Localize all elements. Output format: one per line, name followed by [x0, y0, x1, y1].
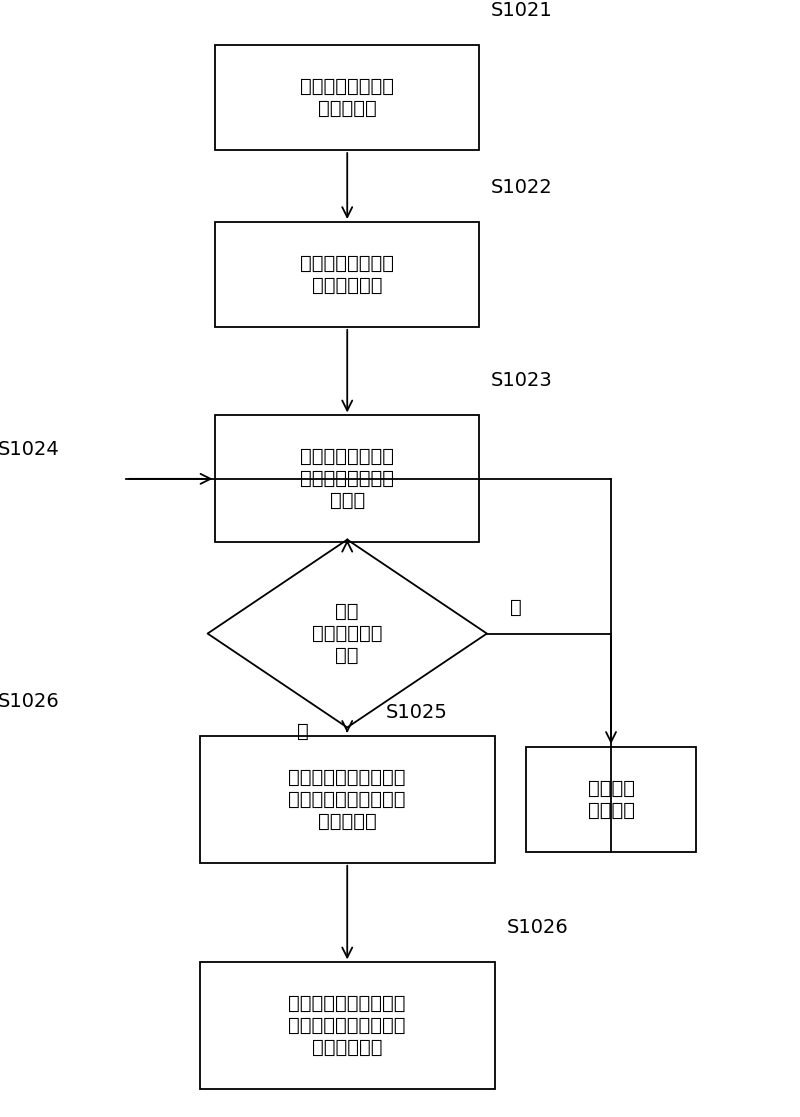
- Text: 否: 否: [510, 598, 522, 617]
- Text: S1026: S1026: [506, 918, 568, 937]
- Bar: [526, 747, 696, 852]
- Bar: [215, 222, 479, 327]
- Text: 将信令消息队列中的所
有信令消息，发送给信
令跟踪客户端: 将信令消息队列中的所 有信令消息，发送给信 令跟踪客户端: [289, 994, 406, 1058]
- Text: S1022: S1022: [490, 178, 553, 197]
- Text: S1023: S1023: [490, 371, 553, 390]
- Text: S1025: S1025: [386, 703, 448, 722]
- Text: 监听客户端统一信
令跟踪请求: 监听客户端统一信 令跟踪请求: [300, 77, 394, 118]
- Bar: [200, 736, 494, 862]
- Text: 解析统一的客户端
信令跟踪请求: 解析统一的客户端 信令跟踪请求: [300, 254, 394, 295]
- Text: S1026: S1026: [0, 691, 60, 710]
- Bar: [215, 45, 479, 150]
- Text: 将业务处理机上报的信
令消息按规则加入到信
令消息队列: 将业务处理机上报的信 令消息按规则加入到信 令消息队列: [289, 767, 406, 831]
- Bar: [215, 416, 479, 543]
- Text: S1024: S1024: [0, 440, 60, 459]
- Text: 停止发送
信令消息: 停止发送 信令消息: [587, 779, 634, 820]
- Text: 检查统一的客户端
信令跟踪请求的请
求条件: 检查统一的客户端 信令跟踪请求的请 求条件: [300, 447, 394, 510]
- Bar: [200, 962, 494, 1089]
- Text: 判断
是否发送信令
消息: 判断 是否发送信令 消息: [312, 602, 382, 665]
- Text: S1021: S1021: [490, 1, 553, 20]
- Text: 是: 是: [297, 722, 309, 741]
